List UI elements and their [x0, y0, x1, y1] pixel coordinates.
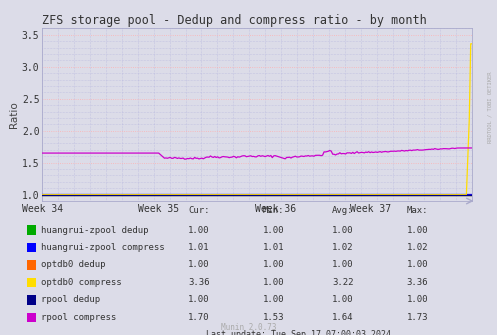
- Text: 1.00: 1.00: [332, 295, 354, 304]
- Text: 3.36: 3.36: [407, 278, 428, 287]
- Text: Min:: Min:: [262, 206, 284, 215]
- Text: 1.00: 1.00: [188, 295, 210, 304]
- Text: RRDTOOL / TOBI OETIKER: RRDTOOL / TOBI OETIKER: [487, 71, 492, 143]
- Text: 1.01: 1.01: [188, 243, 210, 252]
- Text: rpool dedup: rpool dedup: [41, 295, 100, 304]
- Text: ZFS storage pool - Dedup and compress ratio - by month: ZFS storage pool - Dedup and compress ra…: [42, 14, 427, 27]
- Text: 1.00: 1.00: [407, 226, 428, 234]
- Text: 1.73: 1.73: [407, 313, 428, 322]
- Text: 1.64: 1.64: [332, 313, 354, 322]
- Text: 1.00: 1.00: [332, 226, 354, 234]
- Text: 1.02: 1.02: [332, 243, 354, 252]
- Text: Avg:: Avg:: [332, 206, 354, 215]
- Text: huangrui-zpool compress: huangrui-zpool compress: [41, 243, 165, 252]
- Text: 3.36: 3.36: [188, 278, 210, 287]
- Text: Munin 2.0.73: Munin 2.0.73: [221, 323, 276, 332]
- Text: 1.00: 1.00: [332, 261, 354, 269]
- Text: 3.22: 3.22: [332, 278, 354, 287]
- Text: 1.00: 1.00: [262, 226, 284, 234]
- Text: rpool compress: rpool compress: [41, 313, 116, 322]
- Text: huangrui-zpool dedup: huangrui-zpool dedup: [41, 226, 148, 234]
- Y-axis label: Ratio: Ratio: [9, 102, 19, 128]
- Text: Cur:: Cur:: [188, 206, 210, 215]
- Text: 1.00: 1.00: [188, 261, 210, 269]
- Text: 1.00: 1.00: [188, 226, 210, 234]
- Text: 1.02: 1.02: [407, 243, 428, 252]
- Text: 1.00: 1.00: [407, 295, 428, 304]
- Text: 1.70: 1.70: [188, 313, 210, 322]
- Text: optdb0 compress: optdb0 compress: [41, 278, 121, 287]
- Text: optdb0 dedup: optdb0 dedup: [41, 261, 105, 269]
- Text: 1.01: 1.01: [262, 243, 284, 252]
- Text: 1.00: 1.00: [407, 261, 428, 269]
- Text: 1.53: 1.53: [262, 313, 284, 322]
- Text: 1.00: 1.00: [262, 278, 284, 287]
- Text: Max:: Max:: [407, 206, 428, 215]
- Text: 1.00: 1.00: [262, 295, 284, 304]
- Text: 1.00: 1.00: [262, 261, 284, 269]
- Text: Last update: Tue Sep 17 07:00:03 2024: Last update: Tue Sep 17 07:00:03 2024: [206, 330, 391, 335]
